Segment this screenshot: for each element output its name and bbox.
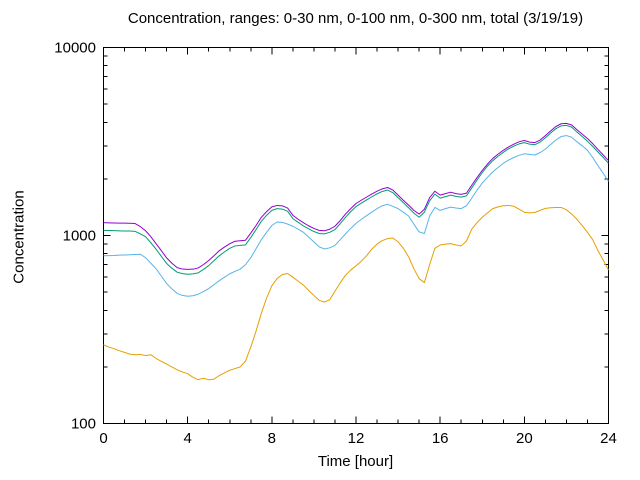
y-tick-label: 1000 <box>63 228 96 245</box>
series-line-total <box>103 122 609 270</box>
x-tick-label: 0 <box>99 430 107 447</box>
series-line-0-100-nm <box>103 135 609 297</box>
x-tick-label: 4 <box>183 430 191 447</box>
x-axis-label: Time [hour] <box>317 453 394 470</box>
y-tick-label: 10000 <box>54 40 96 57</box>
series-line-0-30-nm <box>103 204 609 381</box>
series-line-0-300-nm <box>103 124 609 275</box>
y-tick-label: 100 <box>71 416 96 433</box>
x-tick-label: 16 <box>432 430 449 447</box>
x-tick-label: 8 <box>268 430 276 447</box>
x-tick-label: 20 <box>516 430 533 447</box>
y-axis-label: Concentration <box>10 190 28 284</box>
chart-title: Concentration, ranges: 0-30 nm, 0-100 nm… <box>127 10 584 27</box>
plot-border <box>103 47 609 424</box>
x-tick-label: 24 <box>600 430 617 447</box>
x-tick-label: 12 <box>348 430 365 447</box>
